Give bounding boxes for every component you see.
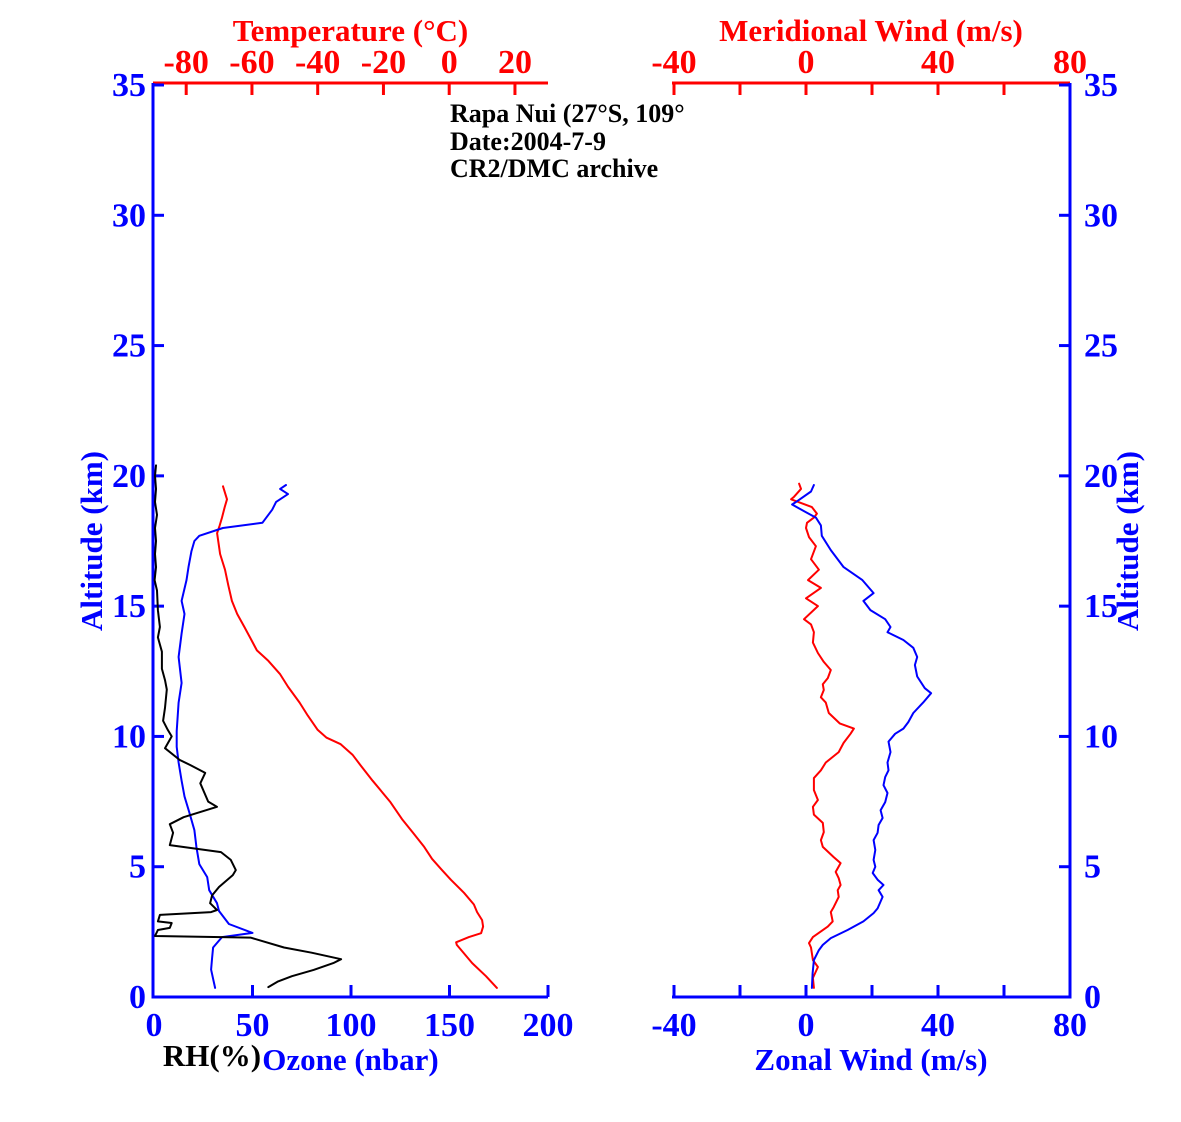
rh-curve	[153, 464, 343, 989]
y-tick-label-right: 10	[1084, 718, 1118, 755]
y-tick-label-left: 0	[129, 979, 146, 1016]
y-tick-label-right: 20	[1084, 458, 1118, 495]
date-label: Date:2004-7-9	[450, 127, 606, 156]
top-tick-label-right: 40	[921, 44, 955, 81]
station-title: Rapa Nui (27°S, 109°	[450, 99, 685, 128]
top-tick-label-left: 20	[498, 44, 532, 81]
y-tick-label-left: 35	[112, 67, 146, 104]
y-tick-label-left: 5	[129, 849, 146, 886]
bottom-tick-label-right: -40	[651, 1007, 696, 1044]
top-tick-label-left: 0	[441, 44, 458, 81]
bottom-tick-label-right: 40	[921, 1007, 955, 1044]
y-tick-label-right: 25	[1084, 328, 1118, 365]
bottom-tick-label-left: 50	[236, 1007, 270, 1044]
zonal-wind-curve	[791, 484, 933, 989]
top-axis-title-right: Meridional Wind (m/s)	[719, 13, 1023, 48]
bottom-axis-title-left: Ozone (nbar)	[262, 1042, 439, 1077]
temperature-curve	[216, 485, 498, 989]
top-tick-label-right: -40	[651, 44, 696, 81]
top-tick-label-right: 80	[1053, 44, 1087, 81]
y-tick-label-left: 20	[112, 458, 146, 495]
bottom-tick-label-left: 0	[146, 1007, 163, 1044]
ozone-curve	[175, 484, 289, 989]
top-tick-label-left: -20	[361, 44, 406, 81]
y-axis-title-left: Altitude (km)	[74, 451, 109, 631]
y-tick-label-left: 10	[112, 718, 146, 755]
y-tick-label-left: 15	[112, 588, 146, 625]
y-tick-label-right: 35	[1084, 67, 1118, 104]
archive-label: CR2/DMC archive	[450, 154, 658, 183]
rh-axis-title: RH(%)	[163, 1038, 261, 1073]
y-tick-label-right: 5	[1084, 849, 1101, 886]
bottom-tick-label-left: 200	[523, 1007, 574, 1044]
top-tick-label-left: -40	[295, 44, 340, 81]
meridional-wind-curve	[790, 482, 855, 989]
top-tick-label-left: -60	[229, 44, 274, 81]
bottom-tick-label-left: 150	[424, 1007, 475, 1044]
y-tick-label-right: 30	[1084, 197, 1118, 234]
top-tick-label-left: -80	[164, 44, 209, 81]
y-tick-label-right: 0	[1084, 979, 1101, 1016]
y-tick-label-right: 15	[1084, 588, 1118, 625]
y-axis-title-right: Altitude (km)	[1110, 451, 1145, 631]
y-tick-label-left: 25	[112, 328, 146, 365]
bottom-axis-title-right: Zonal Wind (m/s)	[754, 1042, 987, 1077]
bottom-tick-label-right: 0	[798, 1007, 815, 1044]
top-axis-title-left: Temperature (°C)	[233, 13, 468, 48]
bottom-tick-label-left: 100	[326, 1007, 377, 1044]
top-tick-label-right: 0	[798, 44, 815, 81]
bottom-tick-label-right: 80	[1053, 1007, 1087, 1044]
y-tick-label-left: 30	[112, 197, 146, 234]
